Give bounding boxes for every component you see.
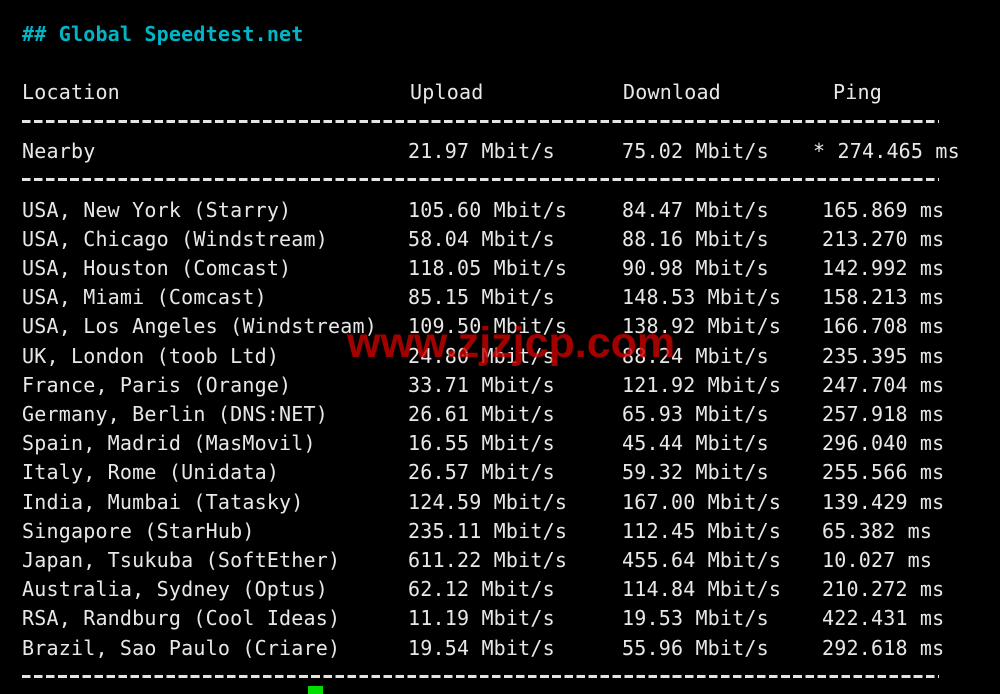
speedtest-row: USA, Houston (Comcast) 118.05 Mbit/s 90.98…	[0, 253, 1000, 283]
row-location: India, Mumbai (Tatasky)	[22, 489, 304, 514]
table-header-row: Location Upload Download Ping	[0, 77, 1000, 107]
row-ping: 292.618 ms	[822, 635, 945, 660]
row-upload: 33.71 Mbit/s	[408, 372, 555, 397]
row-location: Spain, Madrid (MasMovil)	[22, 431, 316, 456]
row-location: USA, Miami (Comcast)	[22, 285, 267, 310]
row-ping: 165.869 ms	[822, 197, 945, 222]
row-upload: 85.15 Mbit/s	[408, 285, 555, 310]
column-header-ping: Ping	[833, 80, 882, 104]
row-ping: 422.431 ms	[822, 606, 945, 631]
speedtest-row: Singapore (StarHub) 235.11 Mbit/s 112.45 M…	[0, 516, 1000, 546]
speedtest-row: USA, Los Angeles (Windstream) 109.50 Mbit…	[0, 311, 1000, 341]
row-location: USA, Houston (Comcast)	[22, 256, 292, 280]
row-location: Singapore (StarHub)	[22, 518, 255, 543]
speedtest-row: Australia, Sydney (Optus) 62.12 Mbit/s 114…	[0, 574, 1000, 604]
row-location: Brazil, Sao Paulo (Criare)	[22, 635, 341, 660]
row-ping: 296.040 ms	[822, 431, 945, 456]
row-download: 84.47 Mbit/s	[622, 197, 769, 222]
row-download: 167.00 Mbit/s	[622, 489, 782, 514]
section-title: ## Global Speedtest.net	[22, 22, 304, 46]
row-location: Australia, Sydney (Optus)	[22, 577, 329, 602]
row-location: USA, New York (Starry)	[22, 197, 292, 222]
row-location: UK, London (toob Ltd)	[22, 343, 280, 368]
divider-top	[22, 119, 939, 123]
speedtest-row: USA, New York (Starry) 105.60 Mbit/s 84.47…	[0, 195, 1000, 225]
speedtest-row: USA, Chicago (Windstream) 58.04 Mbit/s 88.…	[0, 224, 1000, 254]
row-location: USA, Chicago (Windstream)	[22, 226, 329, 251]
row-ping: 257.918 ms	[822, 402, 945, 426]
row-ping: 235.395 ms	[822, 343, 945, 368]
row-location: RSA, Randburg (Cool Ideas)	[22, 606, 341, 631]
row-upload: 19.54 Mbit/s	[408, 635, 555, 660]
row-ping: 255.566 ms	[822, 460, 945, 485]
row-upload: 26.57 Mbit/s	[408, 460, 555, 485]
row-ping: 139.429 ms	[822, 489, 945, 514]
row-download: 112.45 Mbit/s	[622, 518, 782, 543]
row-ping: 210.272 ms	[822, 577, 945, 602]
row-download: 65.93 Mbit/s	[622, 402, 769, 426]
speedtest-row: Germany, Berlin (DNS:NET) 26.61 Mbit/s 65.…	[0, 399, 1000, 429]
row-upload: 21.97 Mbit/s	[408, 139, 555, 163]
speedtest-row: USA, Miami (Comcast) 85.15 Mbit/s 148.53 M…	[0, 282, 1000, 312]
row-location: Japan, Tsukuba (SoftEther)	[22, 548, 341, 572]
row-download: 45.44 Mbit/s	[622, 431, 769, 456]
nearby-row: Nearby 21.97 Mbit/s 75.02 Mbit/s * 274.4…	[0, 136, 1000, 166]
row-download: 55.96 Mbit/s	[622, 635, 769, 660]
divider-nearby	[22, 178, 939, 181]
row-upload: 105.60 Mbit/s	[408, 197, 568, 222]
row-ping: 247.704 ms	[822, 372, 945, 397]
row-download: 121.92 Mbit/s	[622, 372, 782, 397]
row-ping: * 274.465 ms	[813, 139, 960, 163]
column-header-location: Location	[22, 80, 120, 104]
speedtest-row: Italy, Rome (Unidata) 26.57 Mbit/s 59.32 M…	[0, 457, 1000, 487]
row-download: 455.64 Mbit/s	[622, 548, 782, 572]
speedtest-row: Japan, Tsukuba (SoftEther) 611.22 Mbit/s 4…	[0, 545, 1000, 575]
divider-bottom	[22, 674, 939, 678]
row-location: Italy, Rome (Unidata)	[22, 460, 280, 485]
row-download: 148.53 Mbit/s	[622, 285, 782, 310]
row-upload: 26.61 Mbit/s	[408, 402, 555, 426]
row-download: 114.84 Mbit/s	[622, 577, 782, 602]
column-header-download: Download	[623, 80, 721, 104]
speedtest-row: Spain, Madrid (MasMovil) 16.55 Mbit/s 45.4…	[0, 428, 1000, 458]
speedtest-row: India, Mumbai (Tatasky) 124.59 Mbit/s 167.…	[0, 487, 1000, 517]
row-upload: 62.12 Mbit/s	[408, 577, 555, 602]
row-upload: 58.04 Mbit/s	[408, 226, 555, 251]
row-location: France, Paris (Orange)	[22, 372, 292, 397]
row-download: 88.24 Mbit/s	[622, 343, 769, 368]
row-upload: 11.19 Mbit/s	[408, 606, 555, 631]
row-location: USA, Los Angeles (Windstream)	[22, 314, 377, 339]
row-ping: 158.213 ms	[822, 285, 945, 310]
row-download: 88.16 Mbit/s	[622, 226, 769, 251]
row-download: 90.98 Mbit/s	[622, 256, 769, 280]
row-upload: 109.50 Mbit/s	[408, 314, 568, 339]
row-upload: 118.05 Mbit/s	[408, 256, 568, 280]
row-upload: 16.55 Mbit/s	[408, 431, 555, 456]
row-ping: 65.382 ms	[822, 518, 933, 543]
row-ping: 142.992 ms	[822, 256, 945, 280]
row-ping: 10.027 ms	[822, 548, 933, 572]
speedtest-row: RSA, Randburg (Cool Ideas) 11.19 Mbit/s 19…	[0, 603, 1000, 633]
row-ping: 166.708 ms	[822, 314, 945, 339]
row-download: 138.92 Mbit/s	[622, 314, 782, 339]
row-upload: 235.11 Mbit/s	[408, 518, 568, 543]
speedtest-row: Brazil, Sao Paulo (Criare) 19.54 Mbit/s 55…	[0, 633, 1000, 663]
speedtest-row: France, Paris (Orange) 33.71 Mbit/s 121.92…	[0, 370, 1000, 400]
terminal-cursor	[308, 686, 323, 694]
row-location: Germany, Berlin (DNS:NET)	[22, 402, 329, 426]
section-title-line: ## Global Speedtest.net	[0, 19, 1000, 49]
row-download: 19.53 Mbit/s	[622, 606, 769, 631]
row-upload: 24.80 Mbit/s	[408, 343, 555, 368]
row-location: Nearby	[22, 139, 96, 163]
speedtest-row: UK, London (toob Ltd) 24.80 Mbit/s 88.24 M…	[0, 341, 1000, 371]
row-ping: 213.270 ms	[822, 226, 945, 251]
row-download: 59.32 Mbit/s	[622, 460, 769, 485]
row-upload: 611.22 Mbit/s	[408, 548, 568, 572]
row-download: 75.02 Mbit/s	[622, 139, 769, 163]
row-upload: 124.59 Mbit/s	[408, 489, 568, 514]
column-header-upload: Upload	[410, 80, 484, 104]
